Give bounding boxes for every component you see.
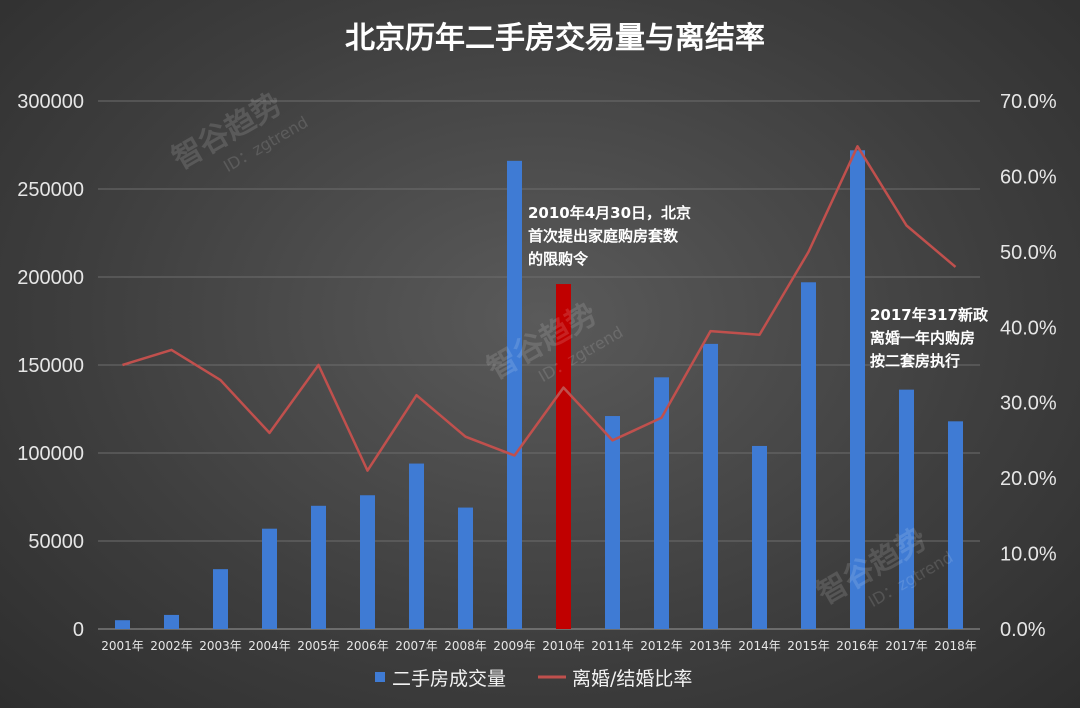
bar-2016年 [850,150,865,629]
x-tick-label: 2012年 [640,639,683,653]
x-tick-label: 2002年 [150,639,193,653]
left-tick-label: 200000 [17,267,84,289]
right-tick-label: 70.0% [1000,91,1057,113]
bar-2015年 [801,282,816,629]
legend: 二手房成交量 离婚/结婚比率 [375,668,692,690]
left-tick-label: 250000 [17,179,84,201]
bar-2017年 [899,389,914,629]
bar-2013年 [703,343,718,629]
left-tick-label: 300000 [17,91,84,113]
x-tick-label: 2017年 [885,639,928,653]
x-tick-label: 2001年 [101,639,144,653]
bar-2008年 [458,507,473,629]
gridlines [98,100,980,630]
x-tick-label: 2004年 [248,639,291,653]
annotation-2017-line-3: 按二套房执行 [870,352,960,370]
annotation-2017-line-2: 离婚一年内购房 [870,329,975,347]
annotation-2010: 2010年4月30日，北京 首次提出家庭购房套数 的限购令 [528,204,691,268]
annotation-2010-line-1: 2010年4月30日，北京 [528,204,691,222]
watermark: 智谷趋势 ID：zgtrend [167,87,312,177]
x-tick-label: 2003年 [199,639,242,653]
x-tick-label: 2016年 [836,639,879,653]
bar-2004年 [262,528,277,629]
x-tick-label: 2011年 [591,639,634,653]
x-tick-label: 2008年 [444,639,487,653]
watermark: 智谷趋势 ID：zgtrend [482,297,627,387]
left-tick-label: 0 [73,619,84,641]
bar-2014年 [752,445,767,629]
legend-line-label: 离婚/结婚比率 [572,668,692,690]
legend-bar-label: 二手房成交量 [392,668,506,690]
x-tick-label: 2006年 [346,639,389,653]
bar-2018年 [948,421,963,629]
annotation-2017: 2017年317新政 离婚一年内购房 按二套房执行 [870,306,989,370]
annotation-2010-line-3: 的限购令 [528,250,589,268]
bar-2005年 [311,505,326,629]
bar-2009年 [507,160,522,629]
left-tick-label: 100000 [17,443,84,465]
chart-title: 北京历年二手房交易量与离结率 [345,21,765,56]
x-tick-label: 2009年 [493,639,536,653]
watermark: 智谷趋势 ID：zgtrend [812,522,957,612]
x-tick-label: 2015年 [787,639,830,653]
right-tick-label: 30.0% [1000,393,1057,415]
bar-2003年 [213,569,228,629]
bar-2006年 [360,495,375,629]
bar-2007年 [409,463,424,629]
left-tick-label: 150000 [17,355,84,377]
x-tick-label: 2018年 [934,639,977,653]
x-tick-label: 2013年 [689,639,732,653]
right-tick-label: 20.0% [1000,468,1057,490]
x-axis: 2001年 2002年 2003年 2004年 2005年 2006年 2007年 2008年… [101,639,977,653]
line-series [122,145,957,472]
x-tick-label: 2014年 [738,639,781,653]
annotation-2017-line-1: 2017年317新政 [870,306,989,324]
right-tick-label: 0.0% [1000,619,1046,641]
legend-bar-swatch [375,672,385,682]
right-tick-label: 40.0% [1000,317,1057,339]
ratio-line [122,145,957,472]
left-tick-label: 50000 [28,531,84,553]
left-axis: 300000 250000 200000 150000 100000 50000 0 [17,91,84,641]
x-tick-label: 2010年 [542,639,585,653]
bar-2002年 [164,614,179,629]
bar-2011年 [605,416,620,629]
annotation-2010-line-2: 首次提出家庭购房套数 [528,227,679,245]
right-axis: 70.0% 60.0% 50.0% 40.0% 30.0% 20.0% 10.0% 0.0% [1000,91,1057,641]
bar-2010年 [556,284,571,629]
bar-2012年 [654,377,669,629]
x-tick-label: 2007年 [395,639,438,653]
bar-2001年 [115,620,130,629]
right-tick-label: 50.0% [1000,242,1057,264]
x-tick-label: 2005年 [297,639,340,653]
bar-series [115,150,963,629]
right-tick-label: 10.0% [1000,544,1057,566]
right-tick-label: 60.0% [1000,166,1057,188]
